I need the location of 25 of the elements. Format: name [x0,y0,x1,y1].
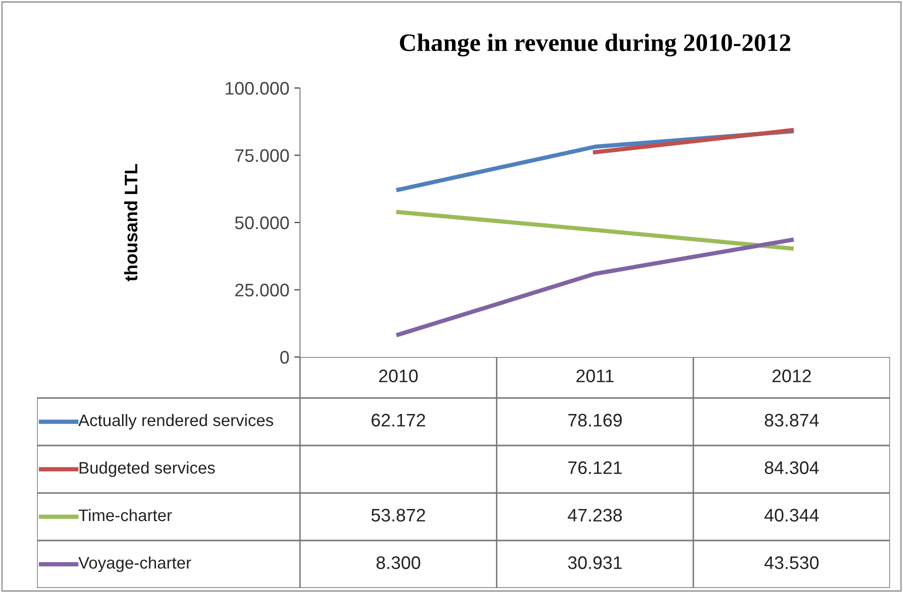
data-label: 43.530 [764,556,819,570]
x-tick-label: 2011 [576,370,614,382]
data-label: 83.874 [764,414,819,427]
x-tick-label: 2010 [379,370,418,382]
data-label: 76.121 [568,461,622,474]
y-tick-label: 75.000 [235,149,289,162]
legend-label: Actually rendered services [78,414,274,430]
y-axis-title: thousand LTL [124,164,138,282]
chart-title: Change in revenue during 2010-2012 [400,34,790,56]
data-label: 62.172 [372,414,426,427]
data-label: 53.872 [371,508,426,522]
data-label: 40.344 [764,508,819,522]
x-tick-label: 2012 [772,370,811,382]
data-label: 30.931 [568,556,622,570]
legend-label: Budgeted services [80,461,215,478]
y-tick-label: 25.000 [235,284,289,296]
data-label: 78.169 [568,414,622,427]
data-label: 84.304 [764,461,819,474]
y-tick-label: 100.000 [226,82,289,95]
data-label: 47.238 [568,508,622,522]
legend-label: Voyage-charter [78,556,192,572]
y-tick-label: 0 [280,350,289,364]
data-label: 8.300 [376,556,420,570]
legend-label: Time-charter [78,508,172,522]
y-tick-label: 50.000 [235,216,289,230]
